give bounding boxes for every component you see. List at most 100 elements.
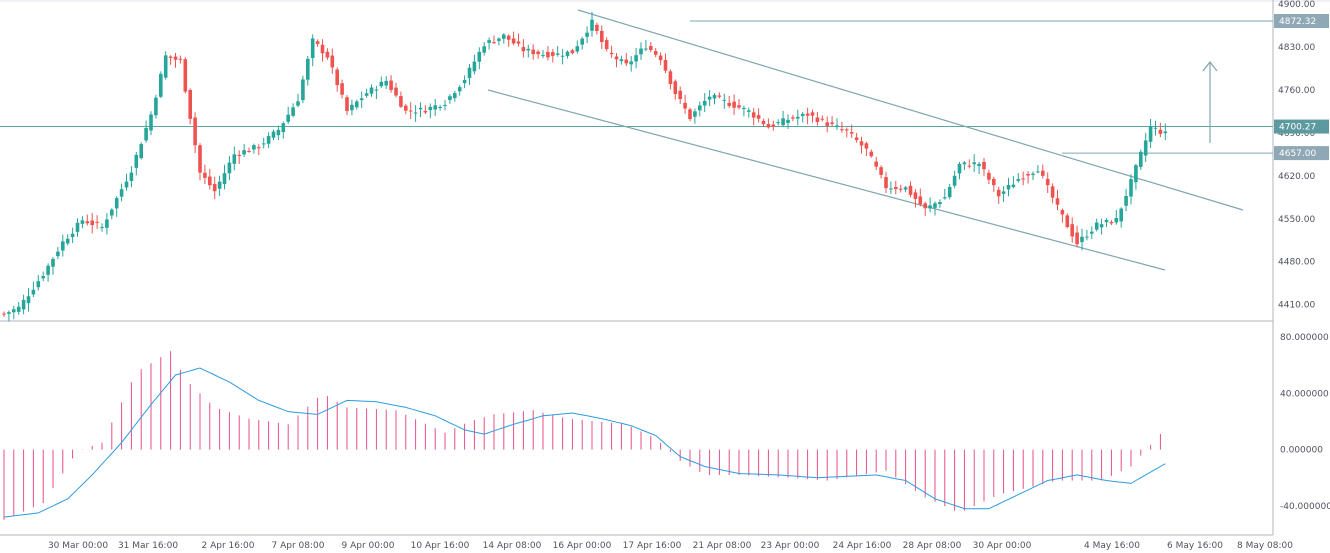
candle[interactable] — [1045, 172, 1050, 194]
candle[interactable] — [404, 103, 408, 115]
candle[interactable] — [252, 143, 256, 154]
candle[interactable] — [482, 41, 486, 56]
candle[interactable] — [1114, 209, 1119, 225]
candle[interactable] — [580, 36, 584, 50]
candle[interactable] — [364, 88, 369, 98]
candle[interactable] — [379, 76, 384, 88]
candle[interactable] — [702, 93, 707, 113]
candle[interactable] — [1139, 149, 1143, 170]
candle[interactable] — [261, 137, 266, 149]
candle[interactable] — [31, 281, 36, 298]
candle[interactable] — [546, 46, 550, 61]
candle[interactable] — [330, 48, 335, 74]
candle[interactable] — [1021, 171, 1025, 186]
candle[interactable] — [796, 109, 800, 126]
candle[interactable] — [217, 175, 222, 197]
candle[interactable] — [810, 109, 815, 123]
candle[interactable] — [320, 39, 325, 62]
candle[interactable] — [310, 34, 315, 67]
candle[interactable] — [903, 185, 908, 193]
candle[interactable] — [315, 39, 320, 47]
candle[interactable] — [908, 181, 913, 198]
candle[interactable] — [21, 294, 26, 315]
candle[interactable] — [668, 69, 673, 90]
candle[interactable] — [487, 37, 491, 50]
candle[interactable] — [242, 143, 246, 157]
candle[interactable] — [154, 94, 158, 119]
candle[interactable] — [286, 106, 290, 124]
candle[interactable] — [864, 141, 869, 156]
candle[interactable] — [222, 164, 227, 190]
candle[interactable] — [85, 214, 90, 226]
candle[interactable] — [271, 129, 276, 141]
candle[interactable] — [737, 99, 741, 110]
candle[interactable] — [75, 218, 80, 237]
candle[interactable] — [1094, 218, 1099, 232]
candle[interactable] — [551, 49, 555, 63]
candle[interactable] — [453, 90, 457, 102]
candle[interactable] — [369, 84, 374, 97]
candle[interactable] — [894, 180, 898, 195]
candle[interactable] — [399, 91, 403, 109]
candle[interactable] — [712, 93, 717, 105]
candle[interactable] — [149, 111, 153, 136]
price-axis[interactable]: 4900.00 4830.00 4760.00 4690.00 4620.00 4550.… — [0, 0, 1330, 536]
candle[interactable] — [614, 52, 619, 68]
candle[interactable] — [36, 275, 41, 291]
candle[interactable] — [639, 42, 643, 60]
candle[interactable] — [663, 53, 668, 74]
candle[interactable] — [51, 257, 55, 275]
candle[interactable] — [119, 183, 124, 202]
candle[interactable] — [359, 91, 364, 109]
candle[interactable] — [649, 42, 653, 53]
candle[interactable] — [114, 196, 119, 217]
candle[interactable] — [276, 125, 281, 141]
candle[interactable] — [1001, 185, 1006, 202]
candle[interactable] — [443, 100, 447, 111]
candle[interactable] — [203, 164, 207, 185]
candle[interactable] — [168, 55, 173, 65]
candle[interactable] — [766, 118, 771, 129]
candle[interactable] — [845, 127, 849, 138]
candle[interactable] — [854, 132, 859, 143]
candle[interactable] — [139, 142, 143, 160]
candle[interactable] — [805, 107, 810, 125]
candle[interactable] — [1006, 177, 1011, 197]
candle[interactable] — [1036, 165, 1040, 174]
candle[interactable] — [1085, 229, 1089, 241]
candle[interactable] — [418, 102, 423, 118]
candle[interactable] — [198, 143, 202, 181]
candle[interactable] — [972, 154, 976, 172]
candle[interactable] — [1143, 132, 1148, 162]
candle[interactable] — [1099, 218, 1104, 235]
candle[interactable] — [208, 168, 212, 190]
candle[interactable] — [688, 107, 692, 122]
candle[interactable] — [565, 50, 570, 59]
candle[interactable] — [2, 311, 6, 317]
candle[interactable] — [340, 79, 344, 99]
candle[interactable] — [291, 103, 295, 118]
candle[interactable] — [898, 184, 903, 193]
candle[interactable] — [1070, 217, 1074, 243]
candle[interactable] — [46, 263, 50, 282]
candle[interactable] — [144, 120, 148, 143]
candle[interactable] — [889, 181, 893, 194]
candle[interactable] — [933, 201, 937, 216]
candle[interactable] — [1016, 173, 1021, 183]
candle[interactable] — [717, 92, 722, 99]
candle[interactable] — [987, 169, 991, 185]
candle[interactable] — [1011, 176, 1016, 189]
candle[interactable] — [335, 67, 339, 92]
candle[interactable] — [325, 48, 330, 60]
candle[interactable] — [413, 105, 418, 122]
candle[interactable] — [7, 310, 11, 322]
candle[interactable] — [1060, 208, 1065, 223]
candle[interactable] — [433, 99, 437, 116]
candle[interactable] — [570, 48, 575, 55]
candle[interactable] — [1026, 171, 1030, 184]
candle[interactable] — [962, 160, 967, 170]
candle[interactable] — [820, 115, 825, 122]
candle[interactable] — [996, 186, 1001, 204]
candle[interactable] — [619, 55, 624, 65]
candle[interactable] — [227, 155, 232, 181]
